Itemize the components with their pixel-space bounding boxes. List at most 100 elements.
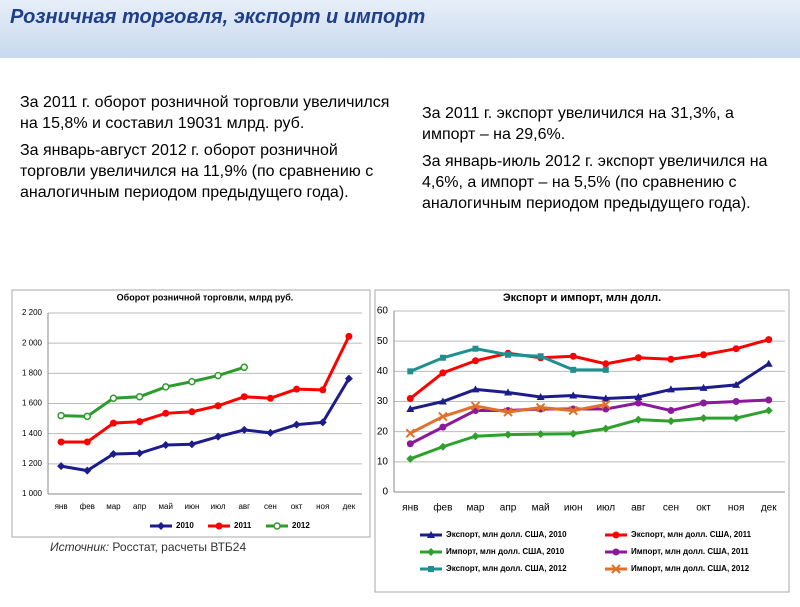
marker — [438, 397, 447, 405]
marker — [471, 385, 480, 393]
legend-marker — [157, 522, 165, 530]
marker — [471, 357, 479, 365]
marker — [345, 332, 353, 340]
legend-marker — [427, 531, 435, 538]
marker — [83, 412, 91, 421]
marker — [438, 442, 447, 451]
x-tick-label: дек — [761, 503, 777, 514]
marker — [292, 420, 301, 429]
marker — [601, 394, 610, 402]
marker — [667, 407, 675, 415]
x-tick-label: апр — [133, 502, 147, 511]
marker — [407, 368, 414, 375]
series-line — [409, 409, 770, 461]
marker — [765, 336, 773, 344]
marker — [569, 391, 578, 399]
marker — [240, 425, 249, 434]
marker — [568, 405, 578, 416]
marker — [504, 430, 513, 439]
marker — [136, 418, 144, 426]
y-tick-label: 1 400 — [22, 429, 43, 438]
marker — [162, 409, 170, 417]
marker — [699, 383, 708, 391]
marker — [537, 353, 544, 360]
marker — [699, 414, 708, 423]
y-tick-label: 60 — [377, 306, 389, 317]
marker — [406, 454, 415, 463]
y-tick-label: 1 200 — [22, 459, 43, 468]
marker — [162, 383, 170, 391]
marker — [700, 399, 708, 407]
marker — [503, 407, 513, 417]
marker — [187, 440, 196, 449]
y-tick-label: 1 800 — [22, 368, 43, 377]
marker — [109, 419, 117, 427]
legend-marker — [428, 566, 434, 572]
marker — [700, 351, 708, 359]
y-tick-label: 10 — [377, 456, 389, 467]
marker — [406, 440, 414, 448]
right-text: За 2011 г. экспорт увеличился на 31,3%, … — [422, 103, 787, 220]
marker — [439, 354, 446, 361]
marker — [439, 369, 447, 377]
x-tick-label: июн — [564, 503, 583, 514]
marker — [634, 415, 643, 424]
x-tick-label: май — [532, 503, 550, 514]
marker — [569, 429, 578, 438]
marker — [214, 432, 223, 441]
x-tick-label: мар — [106, 502, 121, 511]
marker — [438, 411, 448, 422]
marker — [214, 371, 222, 380]
marker — [601, 399, 611, 410]
marker — [406, 405, 415, 413]
paragraph: За январь-август 2012 г. оборот рознично… — [20, 142, 374, 201]
x-tick-label: июл — [596, 503, 615, 514]
y-tick-label: 40 — [377, 366, 389, 377]
y-tick-label: 1 000 — [22, 489, 43, 498]
marker — [666, 417, 675, 426]
marker — [732, 414, 741, 423]
marker — [570, 366, 577, 373]
source: Источник: Росстат, расчеты ВТБ24 — [50, 540, 246, 554]
series-line — [409, 362, 770, 411]
x-tick-label: янв — [402, 503, 418, 514]
legend-label: 2011 — [234, 521, 252, 530]
y-tick-label: 2 000 — [22, 338, 43, 347]
marker — [344, 374, 353, 383]
x-tick-label: июл — [211, 502, 226, 511]
marker — [634, 399, 642, 407]
marker — [732, 345, 740, 353]
legend-label: 2010 — [176, 521, 194, 530]
legend-marker — [427, 548, 435, 556]
marker — [536, 430, 545, 439]
marker — [135, 392, 144, 401]
x-tick-label: фев — [80, 502, 95, 511]
chart-frame — [374, 289, 790, 593]
series-line — [60, 377, 351, 473]
marker — [319, 386, 327, 394]
x-tick-label: авг — [238, 502, 250, 511]
marker — [732, 380, 741, 388]
marker — [634, 392, 643, 400]
marker — [764, 406, 773, 415]
legend-label: Экспорт, млн долл. США, 2010 — [446, 530, 567, 539]
x-tick-label: ноя — [316, 502, 329, 511]
marker — [293, 385, 301, 393]
legend-marker — [612, 548, 620, 556]
marker — [535, 402, 546, 413]
marker — [601, 424, 610, 433]
legend-label: Импорт, млн долл. США, 2011 — [631, 547, 749, 556]
series-line — [61, 335, 351, 444]
x-tick-label: сен — [264, 502, 277, 511]
marker — [569, 352, 577, 360]
chart-title: Оборот розничной торговли, млрд руб. — [117, 292, 294, 302]
marker — [732, 398, 740, 405]
marker — [240, 363, 248, 372]
marker — [439, 423, 447, 431]
legend-marker — [273, 522, 281, 530]
legend-label: 2012 — [292, 521, 310, 530]
marker — [765, 396, 773, 404]
marker — [214, 402, 222, 410]
marker — [471, 432, 480, 441]
